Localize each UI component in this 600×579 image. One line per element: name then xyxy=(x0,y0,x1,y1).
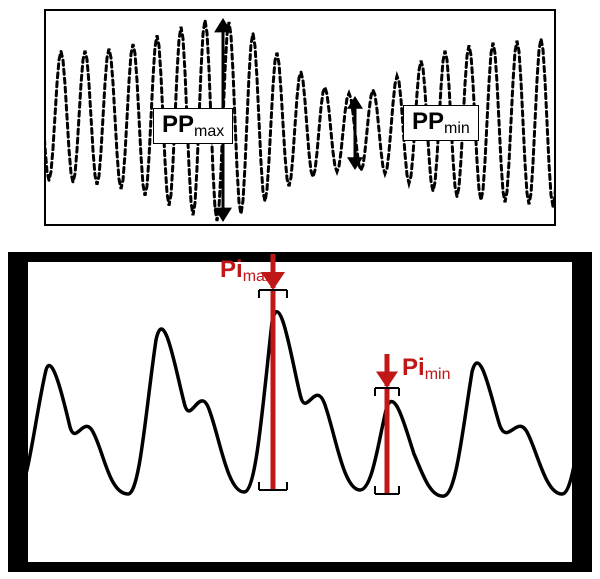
label-pimax-main: Pi xyxy=(220,256,243,283)
panel1-waveform xyxy=(37,20,567,221)
label-ppmin: PPmin xyxy=(403,105,479,141)
label-ppmax: PPmax xyxy=(153,108,233,144)
label-ppmin-sub: min xyxy=(444,120,470,137)
label-ppmax-sub: max xyxy=(194,123,224,140)
label-pimin: Pimin xyxy=(402,354,450,384)
label-pimin-main: Pi xyxy=(402,354,425,381)
label-pimax-sub: max xyxy=(243,268,273,285)
label-ppmin-main: PP xyxy=(412,108,444,135)
label-pimax: Pimax xyxy=(220,256,273,286)
label-ppmax-main: PP xyxy=(162,111,194,138)
figure-svg xyxy=(0,0,600,579)
panel2-inner xyxy=(28,262,572,562)
figure-root: PPmax PPmin Pimax Pimin xyxy=(0,0,600,579)
arrow-ppmin xyxy=(347,96,363,170)
label-pimin-sub: min xyxy=(425,366,451,383)
